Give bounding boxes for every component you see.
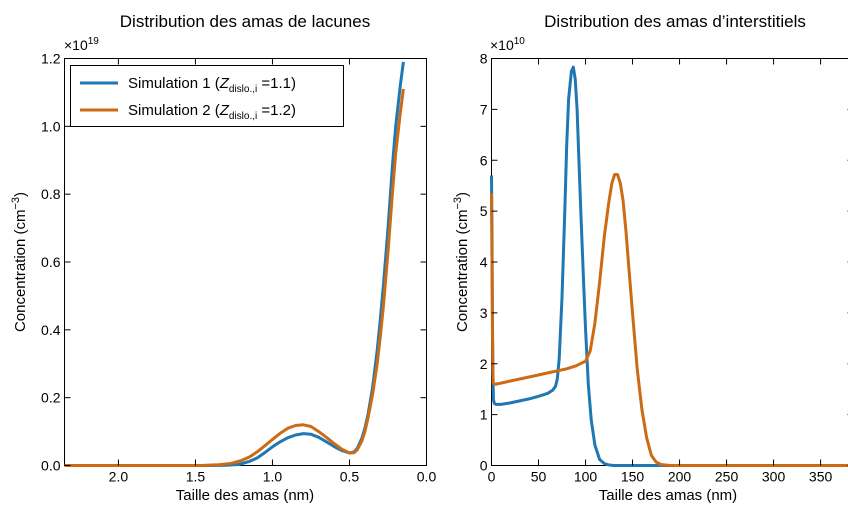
y-tick-label: 7 (480, 101, 488, 117)
y-tick-label: 0.8 (41, 186, 61, 202)
x-tick-label: 0.0 (417, 469, 437, 485)
y-offset-label: ×1010 (490, 36, 525, 53)
plot-area: 0 50 100 150 200 250 300 350 0 1 2 3 4 5 6 7 8 (480, 51, 848, 485)
y-tick-label: 1 (480, 407, 488, 423)
y-tick-label: 1.0 (41, 118, 61, 134)
series-line-2 (65, 89, 404, 466)
x-tick-label: 150 (621, 469, 645, 485)
series-line-1 (492, 67, 848, 465)
y-axis-label-exponent: −3 (10, 197, 22, 210)
chart-vacancy-clusters: Distribution des amas de lacunes ×1019 2… (10, 12, 436, 504)
y-tick-label: 5 (480, 203, 488, 219)
y-offset-base: ×10 (490, 37, 514, 53)
y-tick-label: 0.4 (41, 322, 61, 338)
x-tick-label: 0 (488, 469, 496, 485)
y-axis-label: Concentration (cm−3) (452, 192, 471, 332)
y-axis-label: Concentration (cm−3) (10, 192, 29, 332)
x-tick-label: 350 (809, 469, 833, 485)
x-axis-label: Taille des amas (nm) (176, 487, 314, 504)
x-tick-label: 250 (715, 469, 739, 485)
y-tick-label: 4 (480, 254, 488, 270)
y-axis-label-close: ) (12, 192, 29, 197)
y-tick-label: 0.6 (41, 254, 61, 270)
y-tick-label: 0.0 (41, 458, 61, 474)
x-tick-label: 2.0 (109, 469, 129, 485)
y-offset-label: ×1019 (64, 36, 99, 53)
x-axis-label: Taille des amas (nm) (599, 487, 737, 504)
chart-title: Distribution des amas d’interstitiels (544, 12, 806, 31)
y-axis-label-exponent: −3 (452, 197, 464, 210)
x-tick-label: 100 (574, 469, 598, 485)
y-tick-label: 0 (480, 458, 488, 474)
y-tick-label: 2 (480, 356, 488, 372)
axis-ticks: 0 50 100 150 200 250 300 350 0 1 2 3 4 5 6 7 8 (480, 51, 848, 485)
legend: Simulation 1 (Zdislo.,i =1.1) Simulation… (71, 66, 344, 127)
y-axis-label-main: Concentration (cm (12, 209, 29, 332)
x-tick-label: 300 (762, 469, 786, 485)
y-axis-label-close: ) (454, 192, 471, 197)
x-tick-label: 1.0 (263, 469, 283, 485)
x-tick-label: 50 (531, 469, 547, 485)
plot-frame (492, 59, 848, 466)
y-tick-label: 3 (480, 305, 488, 321)
x-tick-label: 0.5 (340, 469, 360, 485)
y-tick-label: 0.2 (41, 390, 61, 406)
y-tick-label: 8 (480, 51, 488, 67)
series-lines (492, 67, 848, 465)
series-line-2 (492, 175, 848, 466)
chart-title: Distribution des amas de lacunes (120, 12, 370, 31)
y-tick-label: 6 (480, 152, 488, 168)
chart-interstitial-clusters: Distribution des amas d’interstitiels ×1… (452, 12, 848, 504)
y-offset-base: ×10 (64, 37, 88, 53)
x-tick-label: 1.5 (186, 469, 206, 485)
y-tick-label: 1.2 (41, 51, 61, 67)
y-offset-exponent: 10 (514, 36, 526, 47)
x-tick-label: 200 (668, 469, 692, 485)
y-offset-exponent: 19 (88, 36, 100, 47)
y-axis-label-main: Concentration (cm (454, 209, 471, 332)
